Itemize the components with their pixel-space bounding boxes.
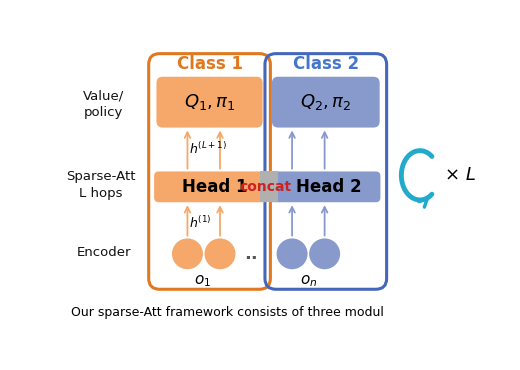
Text: Our sparse-Att framework consists of three modul: Our sparse-Att framework consists of thr… xyxy=(71,306,384,319)
FancyBboxPatch shape xyxy=(157,77,263,128)
FancyBboxPatch shape xyxy=(269,171,381,202)
Circle shape xyxy=(172,238,203,269)
Text: $Q_2, \pi_2$: $Q_2, \pi_2$ xyxy=(300,92,352,112)
Text: Head 1: Head 1 xyxy=(182,178,248,196)
Text: Class 1: Class 1 xyxy=(176,56,242,73)
Text: $o_1$: $o_1$ xyxy=(194,274,212,289)
Text: $h^{(1)}$: $h^{(1)}$ xyxy=(189,215,212,231)
Text: concat: concat xyxy=(240,180,292,194)
Text: Sparse-Att
L hops: Sparse-Att L hops xyxy=(66,170,135,200)
Text: $h^{(L+1)}$: $h^{(L+1)}$ xyxy=(189,141,227,157)
Text: Head 2: Head 2 xyxy=(296,178,361,196)
FancyBboxPatch shape xyxy=(272,77,380,128)
Text: $Q_1, \pi_1$: $Q_1, \pi_1$ xyxy=(184,92,236,112)
Circle shape xyxy=(204,238,236,269)
Text: ..: .. xyxy=(244,245,258,263)
FancyBboxPatch shape xyxy=(154,171,269,202)
Text: $o_n$: $o_n$ xyxy=(300,274,317,289)
Circle shape xyxy=(309,238,340,269)
Text: Encoder: Encoder xyxy=(76,246,131,259)
Text: × L: × L xyxy=(445,166,476,184)
Bar xyxy=(261,171,278,202)
Text: Value/
policy: Value/ policy xyxy=(83,90,124,120)
Text: Class 2: Class 2 xyxy=(293,56,359,73)
Circle shape xyxy=(277,238,307,269)
